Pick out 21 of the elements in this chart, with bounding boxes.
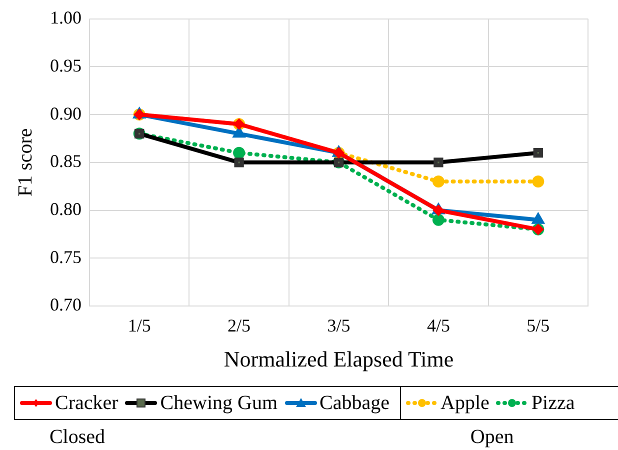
x-tick-label: 1/5 [128, 316, 151, 336]
y-tick-label: 1.00 [50, 8, 82, 28]
text: Closed [49, 426, 106, 449]
legend-label: Chewing Gum [160, 392, 278, 414]
legend-label: Cracker [55, 392, 118, 414]
legend-label: Cabbage [320, 392, 390, 414]
legend-label: Pizza [531, 392, 575, 414]
y-tick-label: 0.80 [50, 199, 82, 219]
y-tick-label: 0.90 [50, 103, 82, 124]
y-tick-label: 0.85 [50, 151, 82, 172]
y-tick-label: 0.95 [50, 55, 82, 76]
x-axis-title: Normalized Elapsed Time [224, 346, 454, 372]
x-tick-label: 5/5 [526, 316, 550, 336]
y-tick-label: 0.75 [50, 246, 82, 267]
x-tick-label: 4/5 [426, 316, 450, 336]
text: Open [470, 426, 514, 449]
y-axis-title: F1 score [14, 128, 36, 197]
legend-label: Apple [440, 392, 490, 414]
x-tick-label: 2/5 [228, 316, 251, 336]
x-tick-label: 3/5 [327, 316, 350, 336]
y-tick-label: 0.70 [50, 294, 82, 315]
